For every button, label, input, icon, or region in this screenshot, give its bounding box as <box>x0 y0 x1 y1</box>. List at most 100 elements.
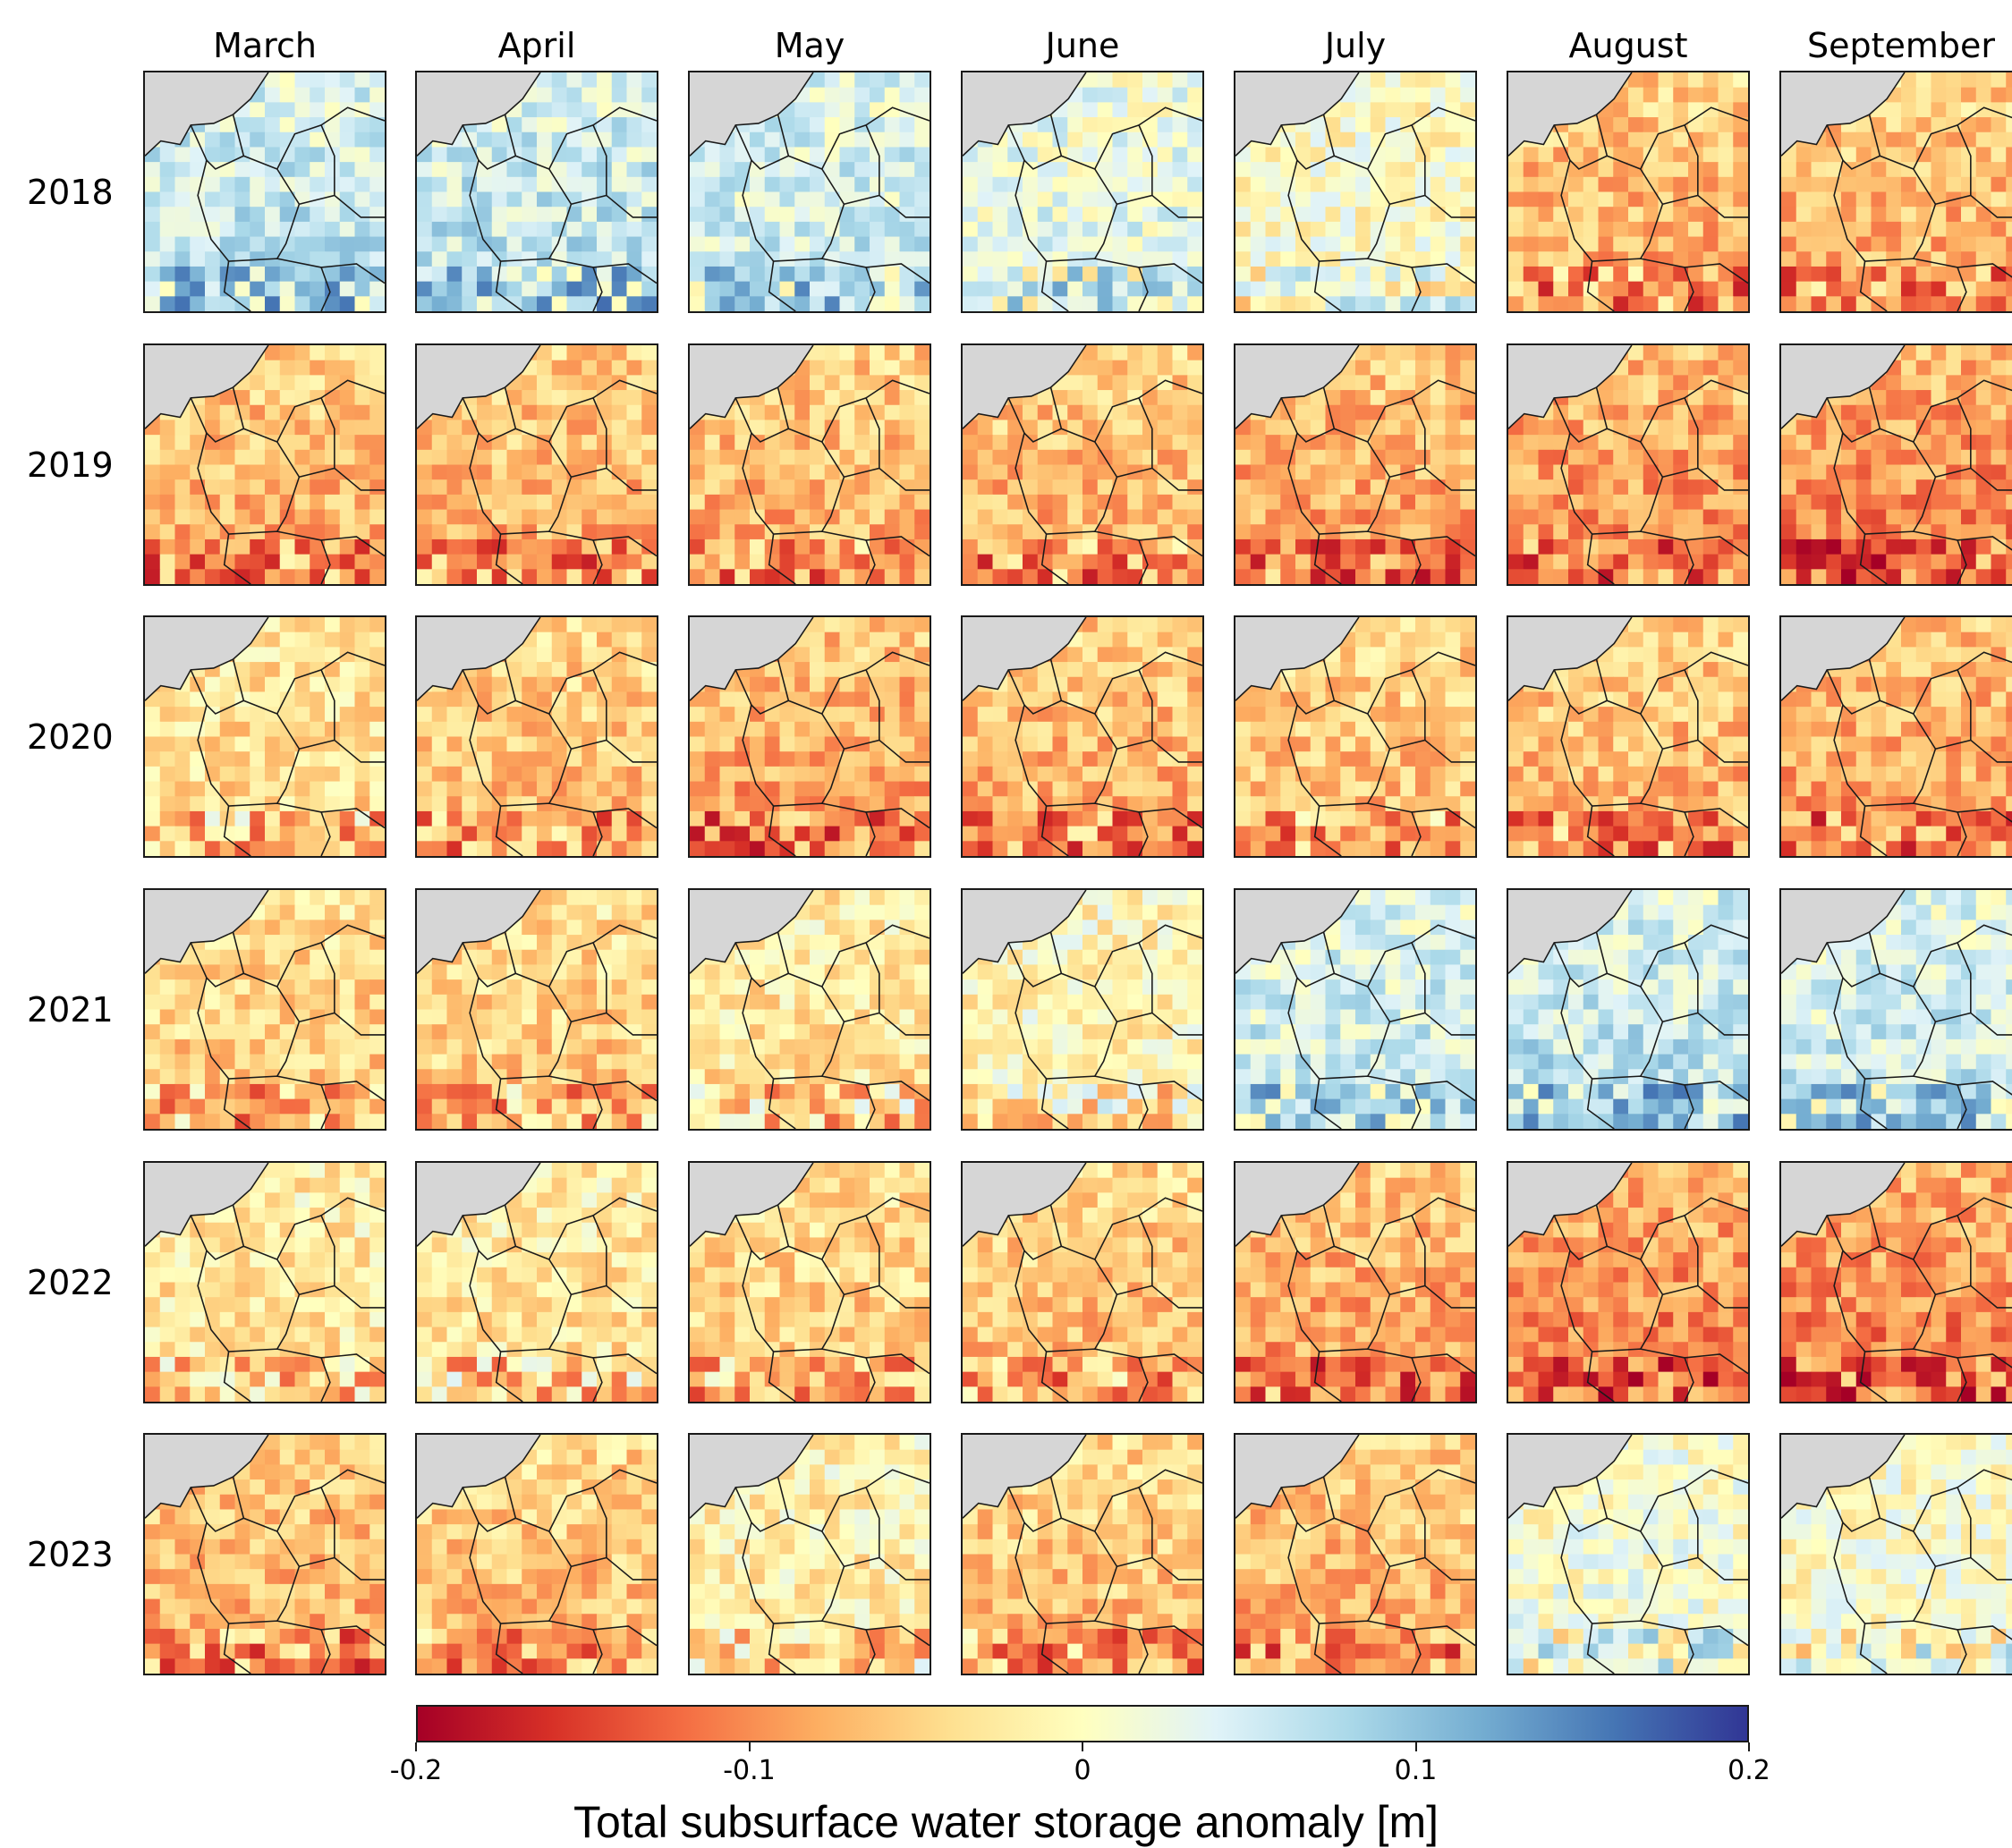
anomaly-field <box>145 1435 385 1674</box>
map-panel-2023-march <box>143 1433 386 1675</box>
country-borders <box>145 1435 385 1674</box>
country-borders <box>963 1435 1202 1674</box>
map-image <box>145 617 385 856</box>
map-image <box>963 617 1202 856</box>
anomaly-field <box>145 72 385 311</box>
map-panel-2022-march <box>143 1161 386 1403</box>
anomaly-field <box>1781 72 2012 311</box>
country-borders <box>1781 1163 2012 1402</box>
country-borders <box>145 72 385 311</box>
country-borders <box>145 890 385 1129</box>
map-panel-2019-july <box>1234 343 1477 586</box>
country-borders <box>963 1163 1202 1402</box>
map-panel-2021-march <box>143 888 386 1131</box>
country-borders <box>963 617 1202 856</box>
map-image <box>690 890 930 1129</box>
anomaly-field <box>1508 1435 1748 1674</box>
map-image <box>963 890 1202 1129</box>
column-label-september: September <box>1806 26 1996 65</box>
anomaly-field <box>963 345 1202 584</box>
anomaly-field <box>1235 617 1475 856</box>
map-image <box>1508 890 1748 1129</box>
map-image <box>963 72 1202 311</box>
map-panel-2021-april <box>415 888 658 1131</box>
anomaly-field <box>963 890 1202 1129</box>
anomaly-field <box>690 72 930 311</box>
colorbar-tick <box>1748 1742 1750 1751</box>
map-image <box>690 617 930 856</box>
map-image <box>963 1163 1202 1402</box>
country-borders <box>690 1435 930 1674</box>
country-borders <box>690 890 930 1129</box>
column-label-august: August <box>1568 26 1688 65</box>
country-borders <box>1508 72 1748 311</box>
country-borders <box>690 617 930 856</box>
map-panel-2018-june <box>961 71 1204 313</box>
map-image <box>417 890 657 1129</box>
map-panel-2019-march <box>143 343 386 586</box>
map-panel-2023-april <box>415 1433 658 1675</box>
map-image <box>1781 1435 2012 1674</box>
map-image <box>417 345 657 584</box>
map-image <box>1508 345 1748 584</box>
row-label-2023: 2023 <box>27 1534 114 1574</box>
country-borders <box>1508 617 1748 856</box>
map-panel-2018-march <box>143 71 386 313</box>
country-borders <box>690 1163 930 1402</box>
map-panel-2019-june <box>961 343 1204 586</box>
map-image <box>1508 617 1748 856</box>
map-image <box>1781 72 2012 311</box>
map-image <box>417 617 657 856</box>
country-borders <box>963 72 1202 311</box>
map-image <box>690 1435 930 1674</box>
anomaly-field <box>1781 345 2012 584</box>
map-panel-2022-august <box>1507 1161 1750 1403</box>
map-panel-2023-august <box>1507 1433 1750 1675</box>
map-image <box>1781 1163 2012 1402</box>
column-label-april: April <box>497 26 576 65</box>
map-panel-2019-september <box>1779 343 2012 586</box>
map-panel-2020-august <box>1507 615 1750 858</box>
colorbar-tick-label: 0 <box>1074 1755 1091 1786</box>
map-panel-2022-may <box>688 1161 931 1403</box>
anomaly-field <box>145 1163 385 1402</box>
anomaly-field <box>1235 1435 1475 1674</box>
map-panel-2019-august <box>1507 343 1750 586</box>
country-borders <box>963 345 1202 584</box>
map-panel-2018-may <box>688 71 931 313</box>
country-borders <box>1235 345 1475 584</box>
map-panel-2018-april <box>415 71 658 313</box>
map-panel-2021-may <box>688 888 931 1131</box>
country-borders <box>145 345 385 584</box>
map-image <box>1235 345 1475 584</box>
anomaly-field <box>417 617 657 856</box>
country-borders <box>690 72 930 311</box>
map-panel-2020-march <box>143 615 386 858</box>
map-image <box>1508 1435 1748 1674</box>
anomaly-field <box>1781 1435 2012 1674</box>
colorbar-tick <box>1082 1742 1083 1751</box>
map-panel-2020-september <box>1779 615 2012 858</box>
map-image <box>690 1163 930 1402</box>
country-borders <box>690 345 930 584</box>
country-borders <box>1781 1435 2012 1674</box>
map-image <box>1781 617 2012 856</box>
map-image <box>1781 345 2012 584</box>
colorbar-tick-label: 0.1 <box>1394 1755 1438 1786</box>
anomaly-field <box>1781 1163 2012 1402</box>
map-panel-2023-june <box>961 1433 1204 1675</box>
map-image <box>417 1163 657 1402</box>
map-panel-2020-may <box>688 615 931 858</box>
country-borders <box>417 617 657 856</box>
map-image <box>1235 1163 1475 1402</box>
map-panel-2020-july <box>1234 615 1477 858</box>
map-image <box>963 345 1202 584</box>
map-image <box>1235 890 1475 1129</box>
map-panel-2021-september <box>1779 888 2012 1131</box>
map-image <box>690 72 930 311</box>
map-image <box>963 1435 1202 1674</box>
row-label-2022: 2022 <box>27 1262 114 1302</box>
row-label-2021: 2021 <box>27 989 114 1030</box>
map-panel-2021-july <box>1234 888 1477 1131</box>
